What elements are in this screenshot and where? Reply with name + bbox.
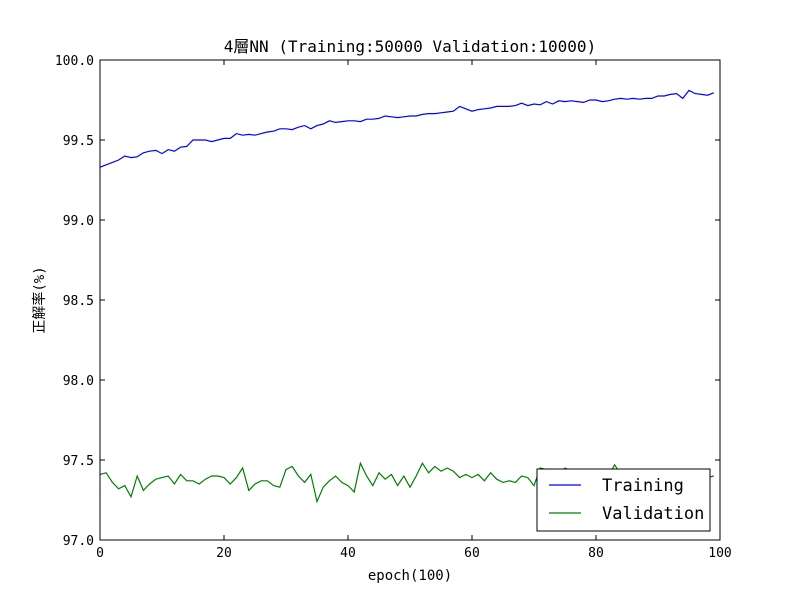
x-tick-label: 60: [464, 546, 480, 561]
y-axis: 97.0 97.5 98.0 98.5 99.0 99.5 100.0: [55, 54, 720, 549]
legend-box: [536, 468, 711, 532]
chart-title: 4層NN (Training:50000 Validation:10000): [224, 37, 596, 56]
y-tick-label: 98.0: [63, 374, 94, 389]
y-tick-label: 97.5: [63, 454, 94, 469]
x-axis-label: epoch(100): [368, 568, 452, 584]
x-axis: 0 20 40 60 80 100: [96, 60, 732, 561]
y-tick-label: 98.5: [63, 294, 94, 309]
legend-label-training: Training: [602, 476, 684, 496]
y-axis-label: 正解率(%): [31, 266, 48, 333]
x-tick-label: 20: [216, 546, 232, 561]
y-tick-label: 100.0: [55, 54, 94, 69]
y-tick-label: 97.0: [63, 534, 94, 549]
legend: Training Validation: [536, 468, 711, 532]
y-tick-label: 99.5: [63, 134, 94, 149]
y-tick-label: 99.0: [63, 214, 94, 229]
series-line-training: [99, 89, 715, 168]
x-tick-label: 0: [96, 546, 104, 561]
legend-label-validation: Validation: [602, 504, 704, 524]
x-tick-label: 40: [340, 546, 356, 561]
x-tick-label: 80: [588, 546, 604, 561]
x-tick-label: 100: [708, 546, 731, 561]
